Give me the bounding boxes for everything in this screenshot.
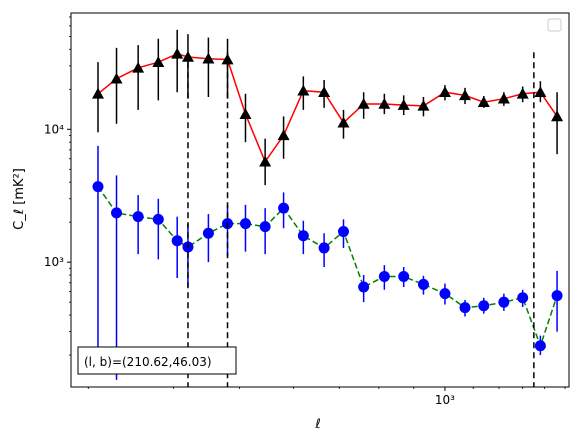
series-0-point-0 <box>91 87 104 99</box>
series-0-point-11 <box>297 84 310 96</box>
series-1-point-14 <box>358 281 370 293</box>
y-tick-label-0: 10³ <box>44 255 64 269</box>
series-1-point-15 <box>378 271 390 283</box>
series-1-point-18 <box>439 288 451 300</box>
series-0-point-21 <box>497 92 510 104</box>
series-0-point-7 <box>221 53 234 65</box>
series-1-point-21 <box>498 296 510 308</box>
series-0-point-20 <box>477 96 490 107</box>
series-0 <box>91 29 564 186</box>
series-0-point-6 <box>202 52 215 64</box>
axis-ticks: 10³ 10³ 10⁴ <box>44 16 566 407</box>
legend-box <box>547 18 562 32</box>
series-0-point-2 <box>132 61 145 73</box>
series-1-point-8 <box>239 218 251 230</box>
series-0-point-1 <box>110 72 123 84</box>
series-0-point-24 <box>551 110 564 122</box>
series-0-point-14 <box>357 97 370 109</box>
series-1-point-23 <box>534 340 546 352</box>
x-axis-label: ℓ <box>314 417 320 432</box>
series-1-point-24 <box>551 290 563 302</box>
series-1-point-4 <box>171 235 183 247</box>
series-0-point-8 <box>239 108 252 119</box>
series-1-point-2 <box>132 211 144 223</box>
series-1-point-11 <box>297 230 309 242</box>
series-0-point-15 <box>378 97 391 109</box>
series-0-point-12 <box>318 86 331 98</box>
y-tick-label-1: 10⁴ <box>44 122 64 136</box>
y-axis-label: C_ℓ [mK²] <box>12 168 27 230</box>
series-0-point-3 <box>152 56 165 67</box>
annotation-box: (l, b)=(210.62,46.03) <box>77 346 237 375</box>
series-0-point-10 <box>277 129 290 141</box>
series-1-point-0 <box>92 181 104 193</box>
series-1-point-1 <box>111 207 123 219</box>
series-0-point-18 <box>438 86 451 98</box>
series-0-line <box>97 53 558 164</box>
plot-frame <box>70 12 570 388</box>
series-1-point-9 <box>259 221 271 233</box>
series-1-point-12 <box>318 242 330 254</box>
series-1-point-13 <box>337 226 349 238</box>
series-0-point-4 <box>171 47 184 59</box>
series-1-point-17 <box>417 278 429 290</box>
series-1-point-10 <box>278 202 290 214</box>
vertical-lines <box>187 52 535 387</box>
series-1-line <box>97 186 558 349</box>
series-1-point-19 <box>459 302 471 314</box>
series-0-point-16 <box>397 99 410 110</box>
series-0-point-9 <box>259 155 272 167</box>
series-1-point-3 <box>152 213 164 225</box>
annotation-text: (l, b)=(210.62,46.03) <box>84 355 212 369</box>
series-0-point-22 <box>516 87 529 99</box>
series-0-point-19 <box>459 89 472 101</box>
series-0-point-17 <box>417 99 430 111</box>
x-tick-label-0: 10³ <box>435 393 455 407</box>
series-1-point-6 <box>202 227 214 239</box>
series-layer <box>91 29 564 380</box>
series-1 <box>92 145 563 380</box>
series-1-point-16 <box>398 271 410 283</box>
series-0-point-23 <box>534 86 547 98</box>
series-1-point-20 <box>478 300 490 312</box>
series-0-point-13 <box>337 116 350 128</box>
series-1-point-22 <box>517 292 529 304</box>
